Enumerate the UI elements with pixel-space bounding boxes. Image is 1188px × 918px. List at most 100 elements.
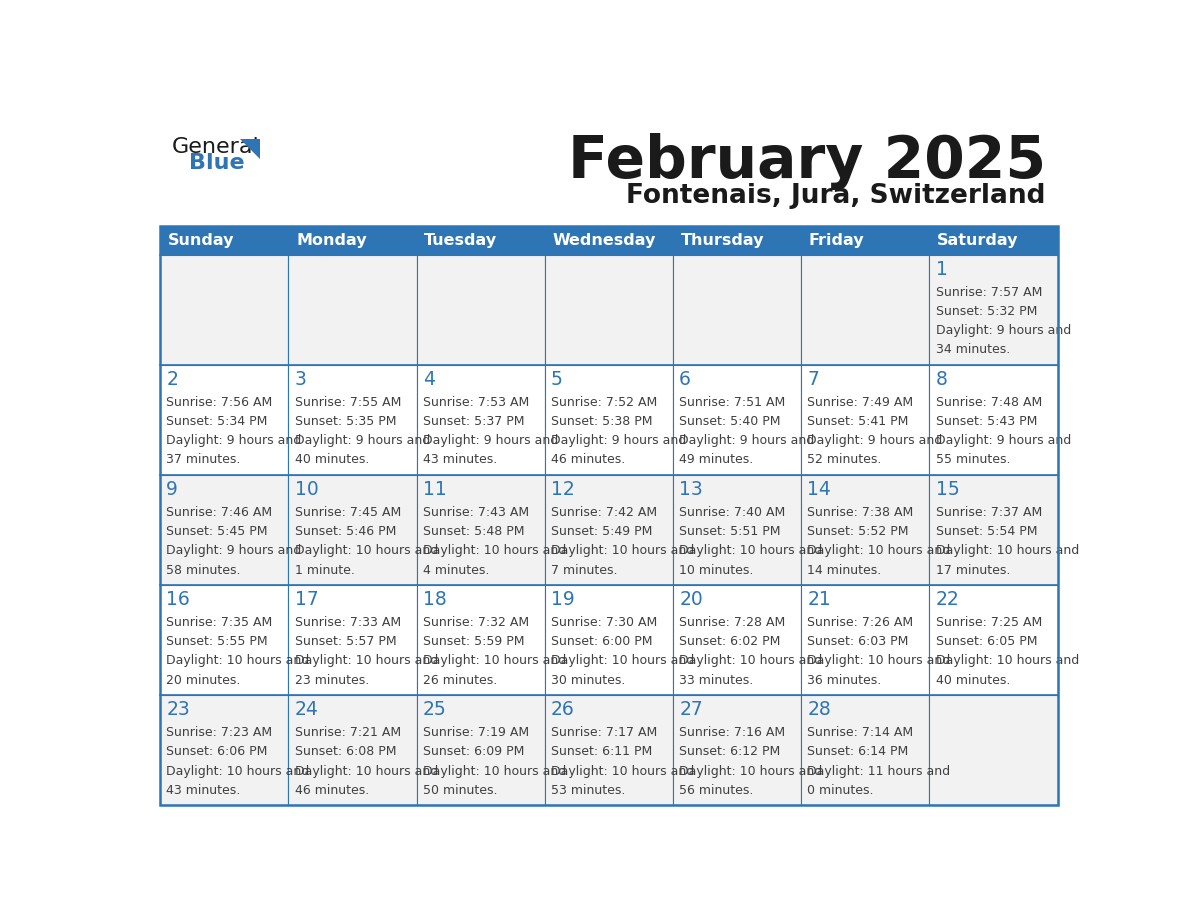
FancyBboxPatch shape — [417, 695, 545, 805]
Text: Daylight: 10 hours and: Daylight: 10 hours and — [166, 765, 310, 778]
Text: Friday: Friday — [809, 233, 865, 248]
Text: Sunset: 5:54 PM: Sunset: 5:54 PM — [936, 525, 1037, 538]
Text: 7 minutes.: 7 minutes. — [551, 564, 618, 577]
Text: Sunset: 5:37 PM: Sunset: 5:37 PM — [423, 415, 524, 428]
Text: Daylight: 10 hours and: Daylight: 10 hours and — [680, 655, 822, 667]
Text: 8: 8 — [936, 370, 948, 388]
Text: Sunset: 5:32 PM: Sunset: 5:32 PM — [936, 305, 1037, 318]
Text: Daylight: 11 hours and: Daylight: 11 hours and — [808, 765, 950, 778]
FancyBboxPatch shape — [417, 255, 545, 365]
Text: 40 minutes.: 40 minutes. — [295, 453, 369, 466]
Text: Sunset: 6:11 PM: Sunset: 6:11 PM — [551, 745, 652, 758]
Text: Daylight: 10 hours and: Daylight: 10 hours and — [808, 655, 950, 667]
FancyBboxPatch shape — [672, 586, 801, 695]
FancyBboxPatch shape — [801, 586, 929, 695]
Text: General: General — [172, 137, 259, 157]
Text: 26: 26 — [551, 700, 575, 719]
FancyBboxPatch shape — [160, 476, 289, 586]
Text: Sunrise: 7:33 AM: Sunrise: 7:33 AM — [295, 616, 400, 629]
Text: Sunrise: 7:42 AM: Sunrise: 7:42 AM — [551, 506, 657, 519]
FancyBboxPatch shape — [801, 695, 929, 805]
Text: Sunset: 6:09 PM: Sunset: 6:09 PM — [423, 745, 524, 758]
Text: 28: 28 — [808, 700, 832, 719]
Text: 33 minutes.: 33 minutes. — [680, 674, 753, 687]
Text: Sunset: 6:00 PM: Sunset: 6:00 PM — [551, 635, 652, 648]
Polygon shape — [240, 139, 260, 159]
Text: 23 minutes.: 23 minutes. — [295, 674, 368, 687]
FancyBboxPatch shape — [672, 255, 801, 365]
Text: Sunset: 5:40 PM: Sunset: 5:40 PM — [680, 415, 781, 428]
Text: Sunset: 5:48 PM: Sunset: 5:48 PM — [423, 525, 524, 538]
Text: Sunset: 5:41 PM: Sunset: 5:41 PM — [808, 415, 909, 428]
Text: Sunrise: 7:23 AM: Sunrise: 7:23 AM — [166, 726, 272, 739]
Text: Sunrise: 7:21 AM: Sunrise: 7:21 AM — [295, 726, 400, 739]
Text: 50 minutes.: 50 minutes. — [423, 784, 498, 797]
FancyBboxPatch shape — [160, 255, 289, 365]
Text: Sunrise: 7:55 AM: Sunrise: 7:55 AM — [295, 396, 400, 409]
Text: 53 minutes.: 53 minutes. — [551, 784, 625, 797]
FancyBboxPatch shape — [160, 226, 289, 255]
FancyBboxPatch shape — [801, 226, 929, 255]
Text: 19: 19 — [551, 590, 575, 609]
Text: 26 minutes.: 26 minutes. — [423, 674, 497, 687]
Text: 36 minutes.: 36 minutes. — [808, 674, 881, 687]
Text: 1 minute.: 1 minute. — [295, 564, 354, 577]
Text: 16: 16 — [166, 590, 190, 609]
FancyBboxPatch shape — [672, 226, 801, 255]
Text: Sunrise: 7:28 AM: Sunrise: 7:28 AM — [680, 616, 785, 629]
Text: 22: 22 — [936, 590, 960, 609]
Text: 17: 17 — [295, 590, 318, 609]
Text: Sunrise: 7:57 AM: Sunrise: 7:57 AM — [936, 285, 1042, 298]
Text: Daylight: 10 hours and: Daylight: 10 hours and — [423, 655, 565, 667]
Text: Daylight: 10 hours and: Daylight: 10 hours and — [295, 544, 438, 557]
Text: Monday: Monday — [296, 233, 367, 248]
FancyBboxPatch shape — [289, 226, 417, 255]
Text: Daylight: 10 hours and: Daylight: 10 hours and — [936, 544, 1079, 557]
Text: Daylight: 10 hours and: Daylight: 10 hours and — [166, 655, 310, 667]
Text: Sunset: 5:43 PM: Sunset: 5:43 PM — [936, 415, 1037, 428]
Text: Daylight: 10 hours and: Daylight: 10 hours and — [551, 655, 694, 667]
Text: 27: 27 — [680, 700, 703, 719]
Text: 46 minutes.: 46 minutes. — [551, 453, 625, 466]
Text: Sunset: 6:02 PM: Sunset: 6:02 PM — [680, 635, 781, 648]
Text: Daylight: 10 hours and: Daylight: 10 hours and — [936, 655, 1079, 667]
Text: 20 minutes.: 20 minutes. — [166, 674, 241, 687]
Text: Sunset: 6:14 PM: Sunset: 6:14 PM — [808, 745, 909, 758]
Text: 24: 24 — [295, 700, 318, 719]
Text: Daylight: 10 hours and: Daylight: 10 hours and — [295, 655, 438, 667]
FancyBboxPatch shape — [417, 226, 545, 255]
Text: Sunset: 5:51 PM: Sunset: 5:51 PM — [680, 525, 781, 538]
Text: Daylight: 10 hours and: Daylight: 10 hours and — [551, 544, 694, 557]
FancyBboxPatch shape — [545, 476, 672, 586]
Text: Daylight: 9 hours and: Daylight: 9 hours and — [936, 324, 1070, 337]
FancyBboxPatch shape — [672, 695, 801, 805]
Text: Sunset: 6:08 PM: Sunset: 6:08 PM — [295, 745, 396, 758]
FancyBboxPatch shape — [417, 365, 545, 476]
FancyBboxPatch shape — [160, 365, 289, 476]
Text: Sunrise: 7:43 AM: Sunrise: 7:43 AM — [423, 506, 529, 519]
Text: Daylight: 9 hours and: Daylight: 9 hours and — [423, 434, 558, 447]
Text: 6: 6 — [680, 370, 691, 388]
Text: 13: 13 — [680, 480, 703, 498]
FancyBboxPatch shape — [545, 226, 672, 255]
FancyBboxPatch shape — [289, 586, 417, 695]
FancyBboxPatch shape — [929, 476, 1057, 586]
Text: Sunrise: 7:19 AM: Sunrise: 7:19 AM — [423, 726, 529, 739]
FancyBboxPatch shape — [289, 365, 417, 476]
Text: Daylight: 10 hours and: Daylight: 10 hours and — [680, 765, 822, 778]
Text: Daylight: 9 hours and: Daylight: 9 hours and — [680, 434, 815, 447]
FancyBboxPatch shape — [417, 586, 545, 695]
Text: 10: 10 — [295, 480, 318, 498]
Text: February 2025: February 2025 — [568, 133, 1045, 190]
Text: 40 minutes.: 40 minutes. — [936, 674, 1010, 687]
Text: Daylight: 10 hours and: Daylight: 10 hours and — [808, 544, 950, 557]
Text: 56 minutes.: 56 minutes. — [680, 784, 753, 797]
FancyBboxPatch shape — [545, 365, 672, 476]
Text: Sunrise: 7:40 AM: Sunrise: 7:40 AM — [680, 506, 785, 519]
Text: Daylight: 9 hours and: Daylight: 9 hours and — [936, 434, 1070, 447]
Text: Saturday: Saturday — [937, 233, 1018, 248]
Text: Daylight: 9 hours and: Daylight: 9 hours and — [551, 434, 687, 447]
Text: 18: 18 — [423, 590, 447, 609]
Text: Sunrise: 7:49 AM: Sunrise: 7:49 AM — [808, 396, 914, 409]
Text: Sunset: 5:55 PM: Sunset: 5:55 PM — [166, 635, 268, 648]
